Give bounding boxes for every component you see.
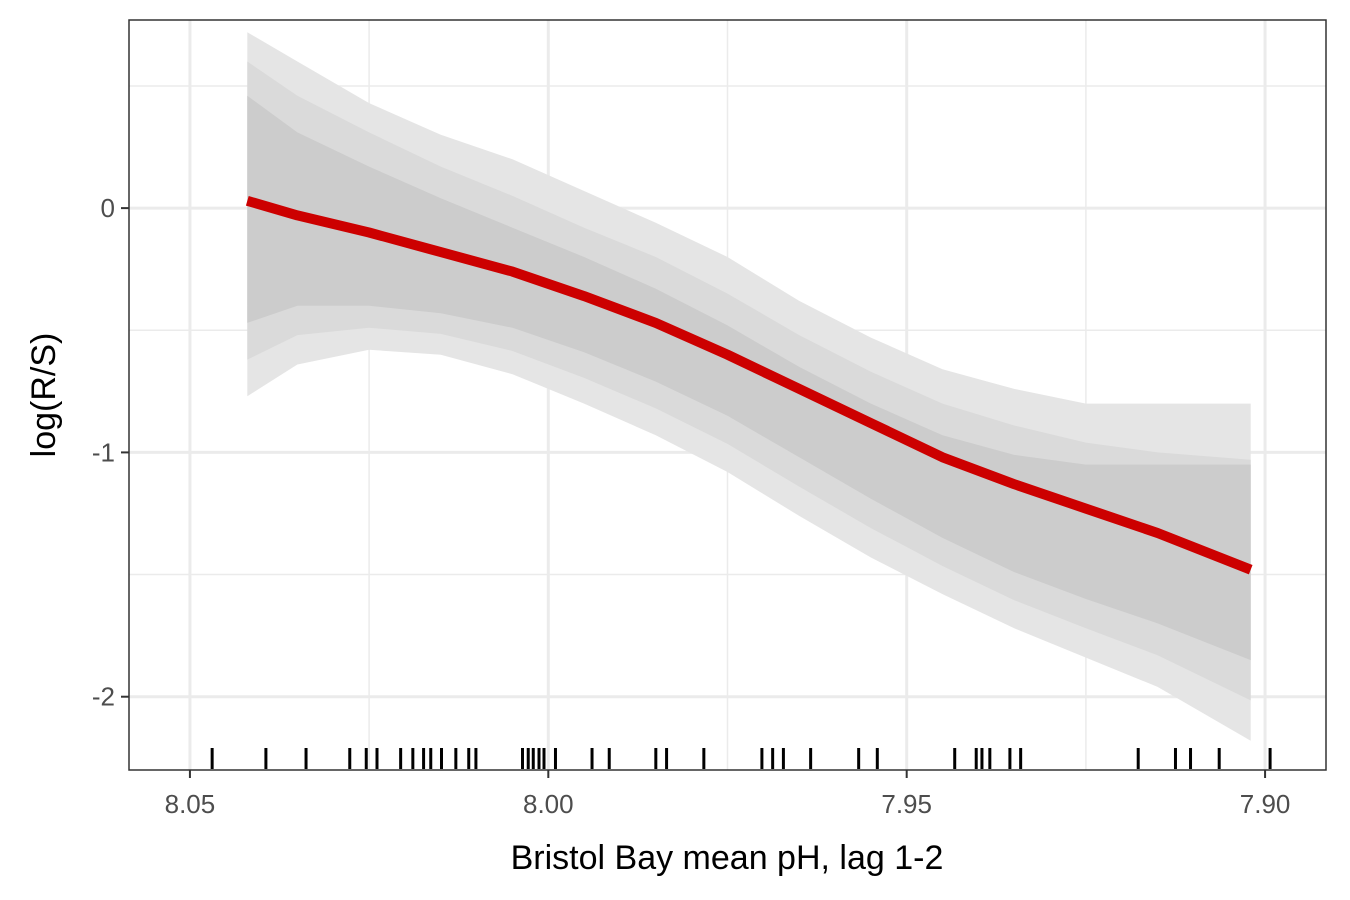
band-inner <box>247 95 1251 661</box>
x-tick-label: 8.05 <box>165 789 216 819</box>
fitted-line <box>245 195 1253 575</box>
y-tick-label: -2 <box>92 682 115 712</box>
x-axis-title: Bristol Bay mean pH, lag 1-2 <box>511 839 944 877</box>
x-tick-label: 7.90 <box>1240 789 1291 819</box>
y-tick-label: -1 <box>92 437 115 467</box>
rug-marks <box>210 748 1272 769</box>
y-axis-title: log(R/S) <box>25 333 63 458</box>
plot-border <box>128 19 1327 771</box>
x-tick-label: 7.95 <box>881 789 932 819</box>
fit-line <box>245 195 1253 575</box>
y-axis: 0 -1 -2 <box>92 193 129 712</box>
x-axis: 8.05 8.00 7.95 7.90 <box>165 770 1291 819</box>
y-tick-label: 0 <box>101 193 115 223</box>
x-tick-label: 8.00 <box>523 789 574 819</box>
confidence-bands <box>247 32 1251 741</box>
